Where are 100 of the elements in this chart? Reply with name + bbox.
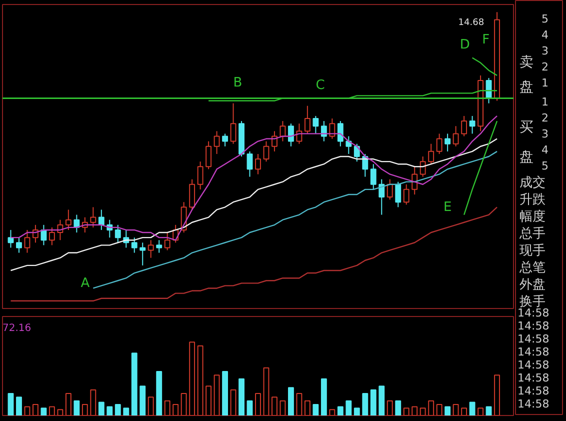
bar [346, 400, 352, 416]
text: 买 [520, 120, 534, 136]
text: 外盘 [520, 278, 546, 292]
candlestick [412, 166, 418, 195]
candlestick [337, 120, 344, 147]
bar [494, 374, 500, 416]
bar [478, 408, 484, 416]
bar [469, 402, 476, 416]
text: 14:58 [518, 332, 550, 346]
candlestick [370, 164, 376, 190]
bar [82, 404, 88, 416]
bar [246, 400, 253, 416]
candlestick [16, 237, 22, 254]
candlestick [263, 140, 270, 162]
candlestick [189, 178, 196, 210]
text: 72.16 [2, 323, 32, 334]
text: 14:58 [518, 346, 550, 358]
bar [238, 378, 244, 416]
bar [148, 396, 154, 416]
candlestick [222, 133, 228, 147]
bar [8, 393, 14, 416]
bar [214, 374, 220, 416]
bar [98, 402, 104, 416]
candlestick [304, 105, 310, 134]
annotation: F [482, 32, 490, 48]
text: 3 [542, 44, 548, 58]
bar [106, 406, 113, 416]
candlestick [428, 143, 434, 165]
bar [32, 404, 38, 416]
bar [131, 352, 138, 416]
bar [337, 406, 344, 416]
candlestick [90, 206, 96, 228]
bar [362, 393, 368, 416]
bar [48, 406, 55, 416]
candlestick [354, 143, 360, 162]
annotation: D [460, 38, 470, 53]
candlestick [444, 133, 451, 152]
bar [74, 400, 80, 416]
bar [230, 389, 236, 416]
text: 盘 [520, 80, 534, 96]
text: 2 [542, 112, 548, 124]
candlestick [288, 123, 294, 147]
bar [40, 408, 47, 416]
candlestick [395, 181, 402, 208]
candlestick [386, 178, 393, 200]
text: 3 [542, 128, 548, 140]
candlestick [140, 242, 146, 266]
bar [378, 386, 385, 416]
text: A [80, 276, 90, 291]
bar [206, 386, 212, 416]
text: 总手 [518, 226, 546, 242]
candlestick [24, 229, 30, 254]
candlestick [230, 102, 236, 144]
candlestick [148, 240, 154, 258]
bar [164, 400, 170, 416]
candlestick [131, 237, 138, 254]
bar [123, 408, 130, 416]
text: 升跌 [520, 192, 546, 208]
bar [172, 404, 179, 416]
bar [420, 408, 426, 416]
bar [486, 406, 492, 416]
candlestick [98, 209, 104, 230]
bar [263, 367, 270, 416]
bar [403, 408, 410, 416]
bar [461, 408, 468, 416]
bar [90, 389, 96, 416]
text: 5 [542, 160, 548, 172]
candlestick [206, 140, 212, 170]
text: 14:58 [518, 384, 550, 398]
bar [370, 389, 376, 416]
bar [272, 396, 278, 416]
candlestick [272, 130, 278, 152]
bar [412, 406, 418, 416]
candlestick [40, 224, 47, 246]
bar [386, 400, 393, 416]
bar [180, 393, 187, 416]
bar [140, 386, 146, 416]
candlestick [296, 123, 302, 144]
text: 4 [542, 28, 548, 42]
bar [114, 404, 121, 416]
bar [65, 393, 72, 416]
annotation: C [316, 78, 325, 94]
text: 换手 [520, 294, 546, 310]
bar [57, 409, 64, 416]
bar [354, 408, 360, 416]
candlestick [312, 115, 319, 134]
text: 幅度 [520, 208, 546, 224]
bar [444, 406, 451, 416]
text: 14:58 [518, 306, 550, 320]
candlestick [114, 224, 121, 244]
bar [428, 400, 434, 416]
bar [189, 342, 196, 416]
bar [16, 396, 22, 416]
text: 14:58 [518, 398, 550, 410]
candlestick [48, 226, 55, 246]
text: 成交 [520, 174, 546, 190]
text: 14:58 [518, 372, 550, 384]
text: 14:58 [518, 358, 550, 372]
annotation: 14.68 [458, 18, 484, 28]
bar [395, 400, 402, 416]
